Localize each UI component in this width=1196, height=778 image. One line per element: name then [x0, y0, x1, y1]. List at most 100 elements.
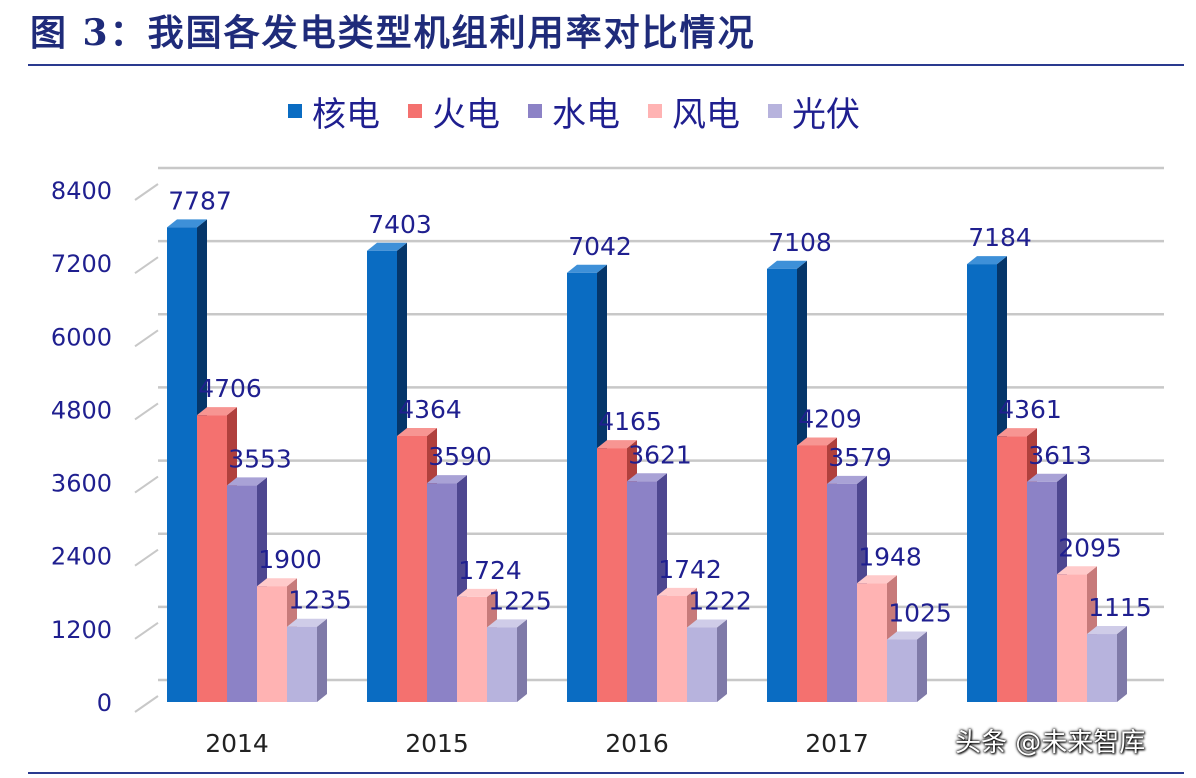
- bar-top: [167, 219, 207, 228]
- bar-top: [197, 407, 237, 416]
- bar-top: [1027, 473, 1067, 482]
- bar-top: [1087, 626, 1127, 635]
- bar: [857, 583, 887, 702]
- bar: [967, 264, 997, 702]
- bar-top: [627, 473, 667, 482]
- data-label: 7787: [168, 186, 232, 215]
- data-label: 7403: [368, 210, 432, 239]
- bar: [567, 272, 597, 702]
- bar: [827, 483, 857, 702]
- grid-stub: [134, 622, 159, 640]
- figure-title: 图 3：我国各发电类型机组利用率对比情况: [30, 12, 756, 54]
- x-tick-label: 2017: [805, 729, 869, 758]
- y-tick-label: 1200: [51, 616, 112, 644]
- bar-side: [717, 619, 727, 702]
- data-label: 2095: [1058, 533, 1122, 562]
- bar: [427, 483, 457, 702]
- bar-top: [427, 475, 467, 484]
- y-tick-label: 0: [97, 689, 112, 717]
- y-tick-label: 6000: [51, 323, 112, 351]
- data-label: 3553: [228, 444, 292, 473]
- bar-top: [227, 477, 267, 486]
- y-tick-label: 2400: [51, 543, 112, 571]
- legend-label: 水电: [552, 95, 620, 135]
- data-label: 1724: [458, 556, 522, 585]
- bottom-rule: [28, 772, 1184, 774]
- bar: [627, 481, 657, 702]
- bar: [887, 639, 917, 702]
- bar: [1027, 481, 1057, 702]
- bar-side: [917, 631, 927, 702]
- bar-top: [1057, 566, 1097, 575]
- data-label: 7042: [568, 232, 632, 261]
- grid-stub: [134, 183, 159, 201]
- data-label: 4209: [798, 404, 862, 433]
- bar-top: [287, 618, 327, 627]
- bar-top: [767, 260, 807, 269]
- data-label: 3621: [628, 440, 692, 469]
- x-tick-label: 2014: [205, 729, 269, 758]
- x-tick-label: 2015: [405, 729, 469, 758]
- bar: [287, 626, 317, 702]
- data-label: 7184: [968, 223, 1032, 252]
- data-label: 3579: [828, 443, 892, 472]
- bar: [687, 627, 717, 702]
- bar: [457, 596, 487, 702]
- data-label: 4706: [198, 374, 262, 403]
- data-label: 1025: [888, 599, 952, 628]
- bar-side: [1117, 626, 1127, 702]
- bar-top: [687, 619, 727, 628]
- bar: [257, 586, 287, 702]
- legend-label: 核电: [312, 95, 380, 135]
- bar: [1087, 634, 1117, 702]
- legend-label: 火电: [432, 95, 500, 135]
- data-label: 7108: [768, 228, 832, 257]
- bar: [367, 250, 397, 702]
- bar-top: [887, 631, 927, 640]
- legend-swatch: [648, 104, 662, 118]
- legend-label: 风电: [672, 95, 740, 135]
- grid-stub: [134, 256, 159, 274]
- data-label: 1222: [688, 587, 752, 616]
- x-tick-label: 2016: [605, 729, 669, 758]
- bar-top: [827, 475, 867, 484]
- y-tick-label: 8400: [51, 177, 112, 205]
- bar-side: [517, 619, 527, 702]
- bar: [1057, 574, 1087, 702]
- bar: [487, 627, 517, 702]
- bar-top: [397, 428, 437, 437]
- data-label: 4165: [598, 407, 662, 436]
- bar: [167, 227, 197, 702]
- bar-top: [457, 588, 497, 597]
- bar-top: [367, 242, 407, 251]
- data-label: 1948: [858, 542, 922, 571]
- watermark: 头条 @未来智库: [955, 728, 1146, 758]
- data-label: 1235: [288, 586, 352, 615]
- bar: [197, 415, 227, 702]
- grid-stub: [134, 475, 159, 494]
- bar-top: [487, 619, 527, 628]
- bar: [767, 268, 797, 702]
- legend-swatch: [768, 104, 782, 118]
- bar: [597, 448, 627, 702]
- bar: [397, 436, 427, 702]
- bar-top: [857, 575, 897, 584]
- bar: [657, 595, 687, 702]
- data-label: 3590: [428, 442, 492, 471]
- data-label: 4361: [998, 395, 1062, 424]
- grid-stub: [134, 548, 159, 567]
- bar-top: [997, 428, 1037, 437]
- bar: [227, 485, 257, 702]
- bar-top: [657, 587, 697, 596]
- data-label: 4364: [398, 395, 462, 424]
- data-label: 1900: [258, 545, 322, 574]
- bar: [997, 436, 1027, 702]
- bar-top: [567, 264, 607, 273]
- bar-top: [597, 440, 637, 449]
- grid-stub: [134, 402, 159, 421]
- data-label: 1225: [488, 586, 552, 615]
- y-tick-label: 4800: [51, 396, 112, 424]
- grid-stub: [134, 329, 159, 348]
